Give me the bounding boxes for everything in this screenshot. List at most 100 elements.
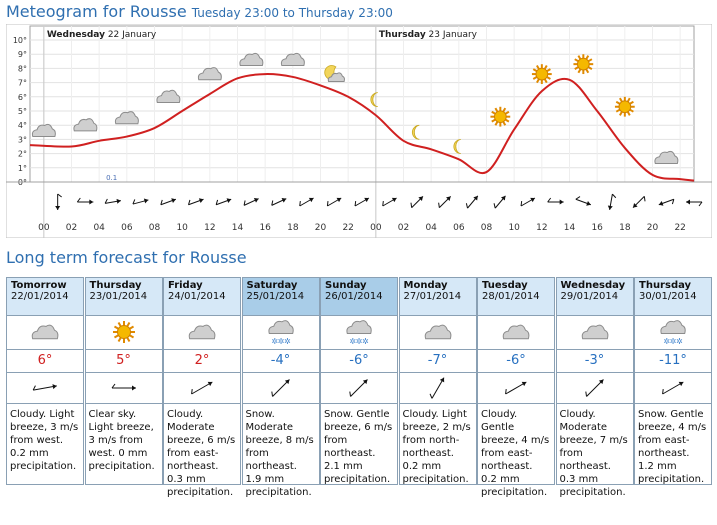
x-tick-label: 16 <box>259 223 271 233</box>
day-date: 24/01/2014 <box>168 291 226 302</box>
wind-arrow <box>575 196 592 206</box>
day-header: Tuesday 28/01/2014 <box>478 278 554 316</box>
cloud-icon <box>424 324 451 340</box>
svg-text:✲: ✲ <box>277 337 284 346</box>
cloud-icon <box>197 67 222 81</box>
day-name: Monday <box>403 280 448 291</box>
cloud-icon <box>31 324 59 340</box>
day-name: Sunday <box>325 280 367 291</box>
x-tick-label: 14 <box>564 223 576 233</box>
meteogram-chart: 0°1°2°3°4°5°6°7°8°9°10°00 02 04 06 08 10 12 14 1… <box>6 24 712 238</box>
forecast-day-column: Tomorrow 22/01/2014 6° Cloudy. Light bre… <box>6 277 84 485</box>
weather-icon-cell <box>478 316 554 350</box>
wind-arrow-svg <box>191 381 213 395</box>
wind-arrow <box>429 377 444 399</box>
weather-icon-svg <box>112 321 135 343</box>
x-tick-label: 12 <box>204 223 215 233</box>
x-tick-label: 02 <box>398 223 409 233</box>
svg-text:✲: ✲ <box>663 337 670 346</box>
svg-text:✲: ✲ <box>283 337 290 346</box>
snow-icon: ✲ ✲ ✲ <box>267 320 294 346</box>
forecast-description: Cloudy. Light breeze, 3 m/s from west. 0… <box>10 409 79 472</box>
wind-arrow <box>270 379 290 397</box>
day-label: Thursday 23 January <box>379 30 478 40</box>
svg-text:✲: ✲ <box>271 337 278 346</box>
sun-icon <box>531 64 552 84</box>
day-date: 27/01/2014 <box>403 291 462 302</box>
y-tick-label: 10° <box>13 36 27 45</box>
weather-icon-svg <box>581 324 608 340</box>
x-tick-label: 18 <box>287 223 299 233</box>
temperature: -6° <box>478 350 554 373</box>
wind-arrow <box>607 193 617 210</box>
snow-icon: ✲ ✲ ✲ <box>660 320 686 346</box>
cloud-icon <box>502 324 530 340</box>
day-label: Wednesday 22 January <box>47 30 157 40</box>
x-tick-label: 22 <box>342 223 353 233</box>
x-tick-label: 16 <box>591 223 603 233</box>
svg-text:✲: ✲ <box>349 337 356 346</box>
forecast-day-column: Saturday 25/01/2014 ✲ ✲ ✲ -4° Snow. Modera… <box>241 277 320 498</box>
sun-icon <box>112 321 135 343</box>
day-header: Friday 24/01/2014 <box>164 278 240 316</box>
day-date: 23/01/2014 <box>89 291 148 302</box>
forecast-day-column: Thursday 30/01/2014 ✲ ✲ ✲ -11° Snow. Gentl… <box>634 277 712 485</box>
temperature: 6° <box>7 350 83 373</box>
wind-arrow-svg <box>32 384 57 391</box>
day-header: Thursday 30/01/2014 <box>635 278 711 316</box>
x-tick-label: 06 <box>453 223 465 233</box>
meteogram-header: Meteogram for Rousse Tuesday 23:00 to Th… <box>6 2 393 21</box>
wind-cell <box>635 373 711 404</box>
temperature: 2° <box>164 350 240 373</box>
wind-arrow <box>215 198 232 206</box>
wind-arrow-svg <box>270 379 290 397</box>
wind-arrow <box>349 379 368 397</box>
weather-icon-cell <box>85 316 162 350</box>
x-tick-label: 10 <box>508 223 520 233</box>
weather-icon-svg <box>31 324 59 340</box>
y-tick-label: 9° <box>18 50 27 59</box>
meteogram-range: Tuesday 23:00 to Thursday 23:00 <box>191 6 393 20</box>
wind-arrow <box>243 198 259 206</box>
forecast-day-column: Sunday 26/01/2014 ✲ ✲ ✲ -6° Snow. Gentle b… <box>320 277 398 485</box>
wind-arrow <box>354 197 370 207</box>
cloud-icon <box>239 52 264 67</box>
x-tick-label: 04 <box>93 223 105 233</box>
wind-arrow-svg <box>429 377 444 399</box>
moon-icon <box>453 139 461 154</box>
wind-arrow <box>662 381 684 395</box>
day-name: Tomorrow <box>11 280 67 291</box>
wind-arrow <box>465 195 479 209</box>
snow-icon: ✲ ✲ ✲ <box>346 320 372 346</box>
day-header: Wednesday 29/01/2014 <box>556 278 633 316</box>
x-tick-label: 20 <box>315 223 327 233</box>
day-date: 28/01/2014 <box>482 291 540 302</box>
precipitation-label: 0.1 <box>106 174 117 182</box>
cloud-icon <box>654 150 679 165</box>
forecast-description: Cloudy. Light breeze, 2 m/s from north-n… <box>402 409 471 485</box>
wind-arrow <box>686 199 703 207</box>
x-tick-label: 02 <box>66 223 77 233</box>
wind-arrow <box>505 381 527 395</box>
weather-icon-svg: ✲ ✲ ✲ <box>660 320 686 346</box>
temperature: -6° <box>321 350 397 373</box>
weather-icon-svg: ✲ ✲ ✲ <box>346 320 372 346</box>
wind-arrow-svg <box>505 381 527 395</box>
wind-arrow <box>326 197 342 207</box>
cloud-icon <box>280 52 305 67</box>
forecast-description: Snow. Gentle breeze, 6 m/s from northeas… <box>324 409 393 485</box>
wind-cell <box>7 373 83 404</box>
weather-icon-svg: ✲ ✲ ✲ <box>267 320 294 346</box>
x-tick-label: 10 <box>176 223 188 233</box>
day-header: Saturday 25/01/2014 <box>242 278 319 316</box>
wind-arrow <box>493 195 506 209</box>
wind-arrow <box>632 195 646 209</box>
weather-icon-cell: ✲ ✲ ✲ <box>321 316 397 350</box>
wind-arrow-svg <box>662 381 684 395</box>
wind-arrow <box>547 197 564 205</box>
x-tick-label: 04 <box>425 223 437 233</box>
y-tick-label: 3° <box>18 135 27 144</box>
wind-arrow <box>160 198 177 206</box>
forecast-description: Clear sky. Light breeze, 3 m/s from west… <box>88 409 155 472</box>
day-date: 26/01/2014 <box>325 291 383 302</box>
